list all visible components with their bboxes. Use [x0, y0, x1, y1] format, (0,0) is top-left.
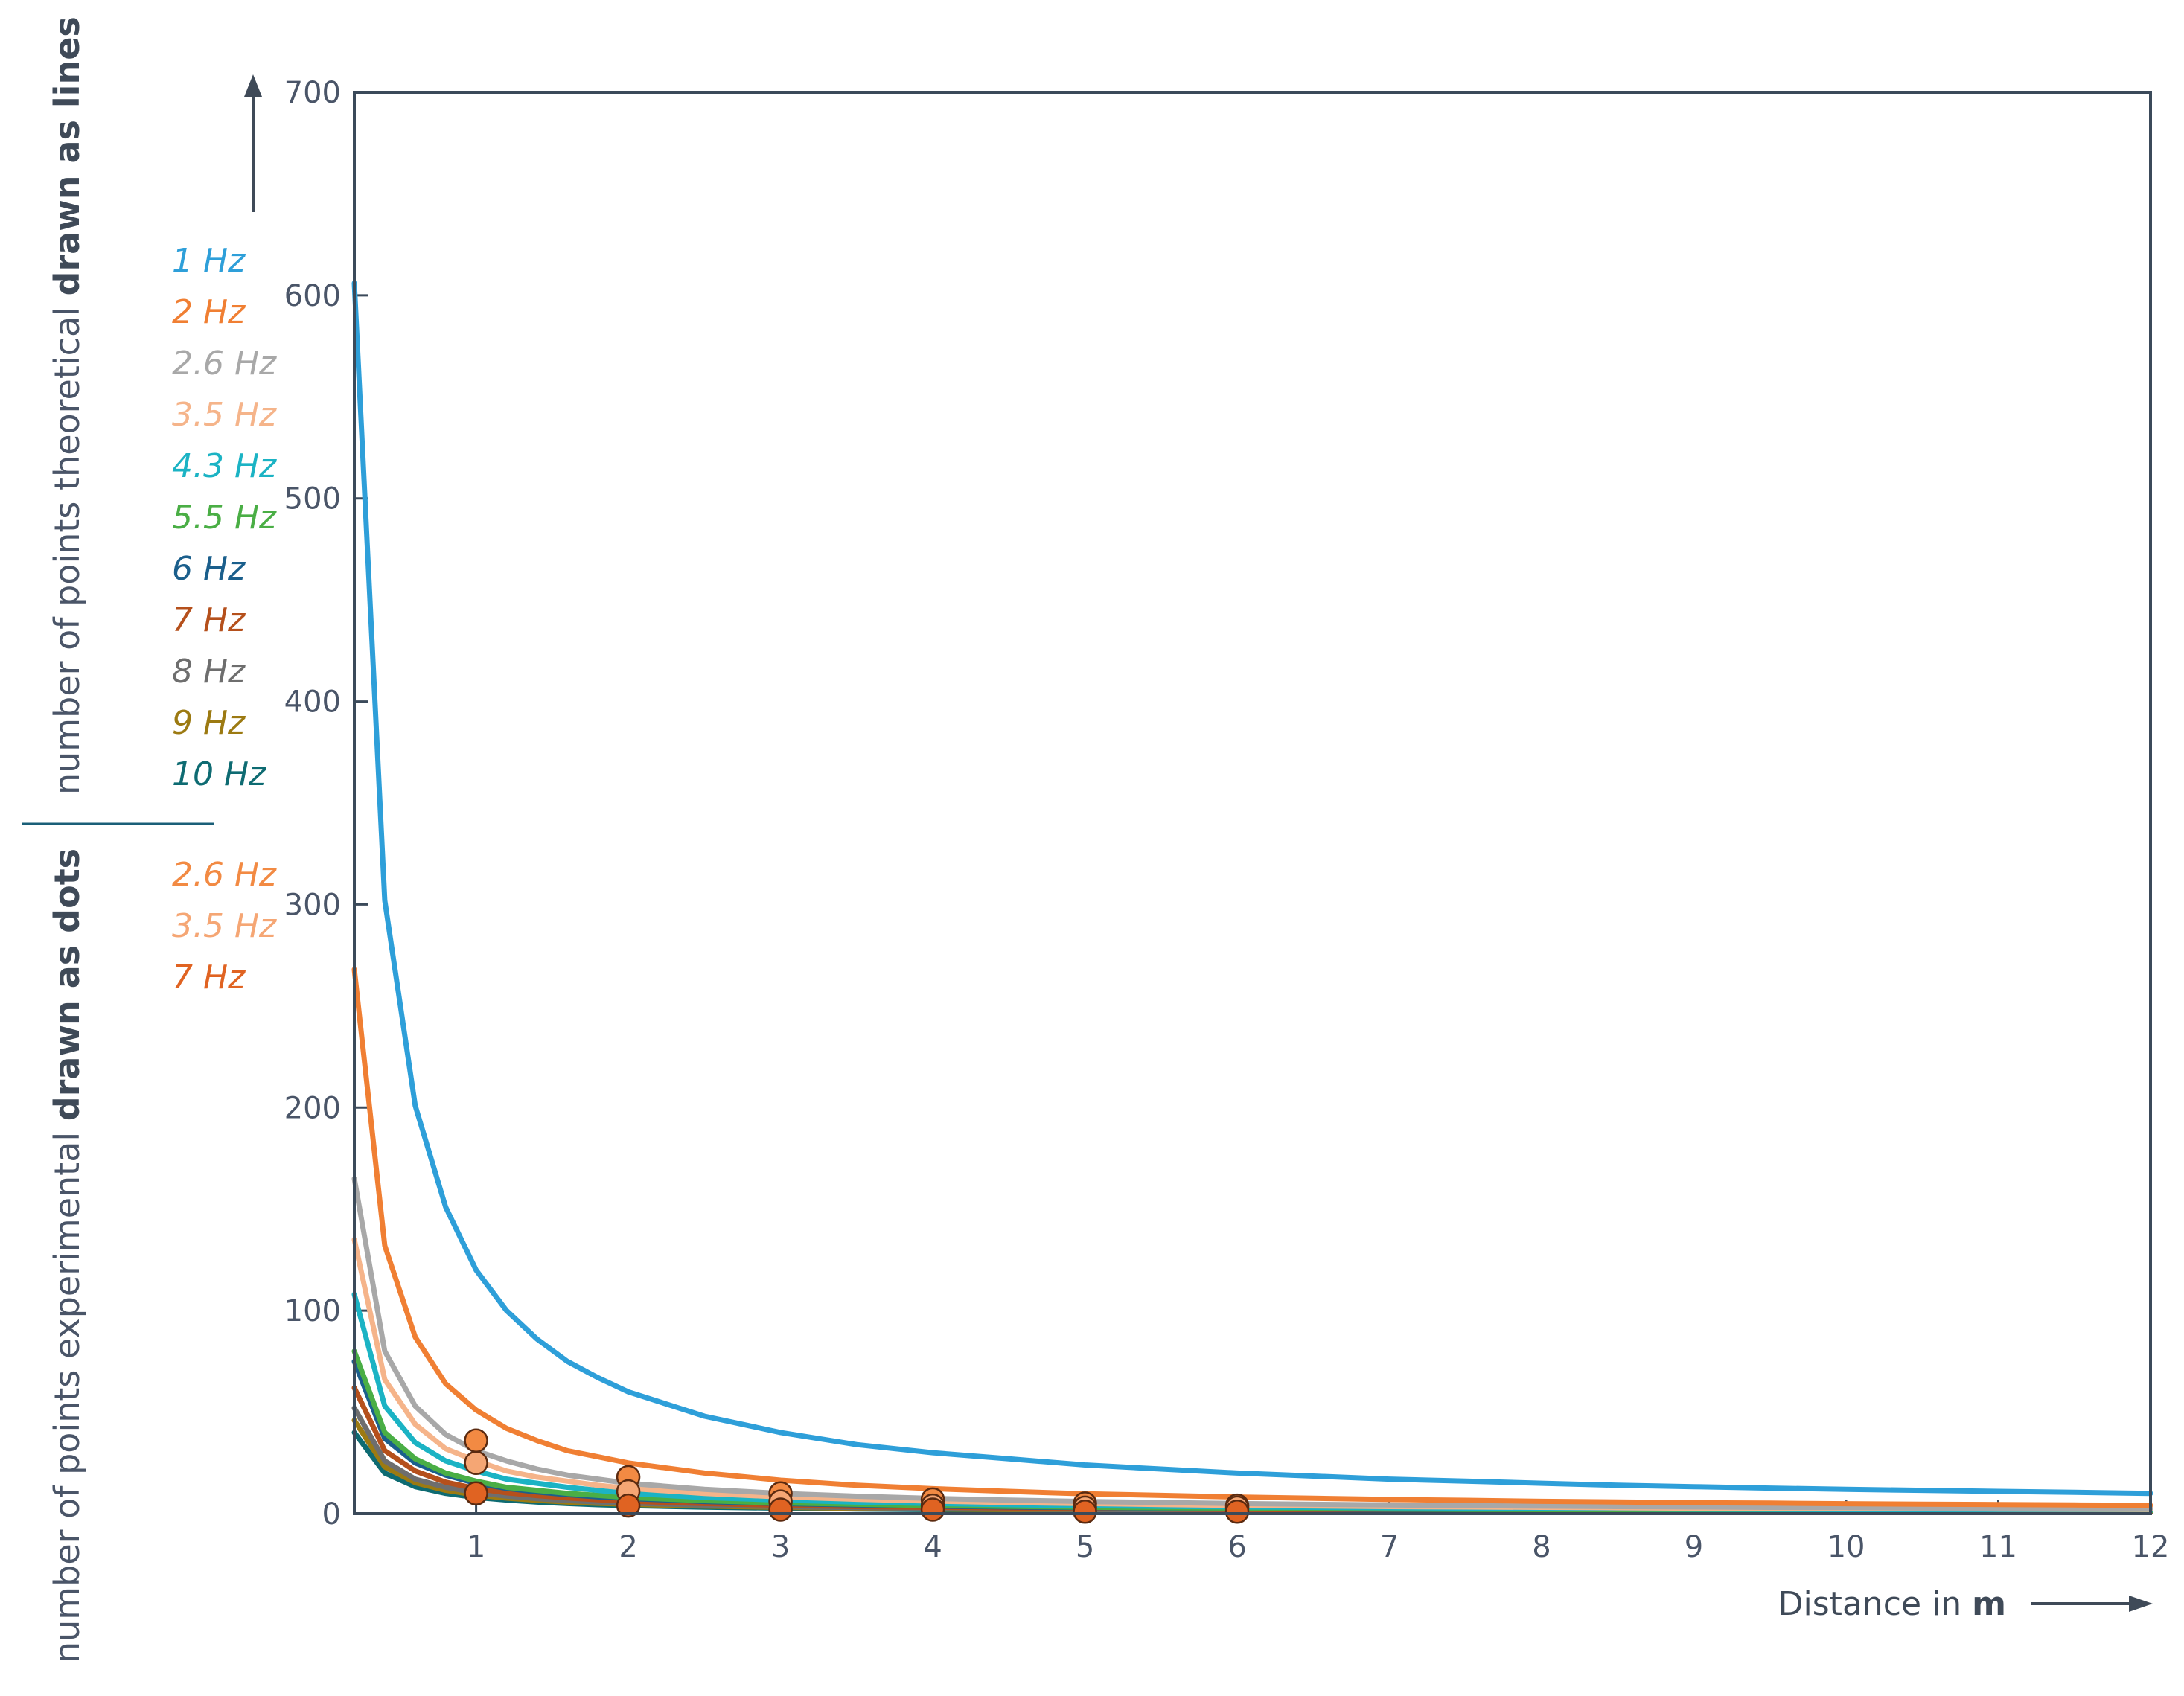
series-line-2-6-hz	[351, 1176, 2153, 1511]
legend-dot-entry: 7 Hz	[172, 959, 246, 996]
plot-frame	[353, 91, 2152, 1515]
x-axis-arrow-head	[2129, 1596, 2153, 1612]
ylabel-lines: number of points theoretical drawn as li…	[47, 16, 87, 795]
dot-7-hz	[920, 1497, 945, 1522]
x-tick-label: 8	[1532, 1530, 1551, 1564]
legend-line-entry: 2 Hz	[172, 293, 246, 331]
x-tick-label: 7	[1380, 1530, 1399, 1564]
y-tick-label: 100	[284, 1294, 341, 1328]
dot-7-hz	[1073, 1500, 1097, 1524]
legend-line-entry: 5.5 Hz	[172, 499, 277, 537]
y-tick-label: 400	[284, 685, 341, 720]
series-line-1-hz	[351, 281, 2153, 1497]
legend-line-entry: 8 Hz	[172, 653, 246, 691]
x-tick-label: 3	[771, 1530, 790, 1564]
dot-7-hz	[1224, 1500, 1250, 1524]
legend-dot-entry: 3.5 Hz	[172, 907, 277, 945]
x-tick-label: 10	[1827, 1530, 1865, 1564]
xlabel: Distance in m	[1778, 1585, 2006, 1623]
legend-line-entry: 4.3 Hz	[172, 447, 277, 485]
dot-2-6-hz	[464, 1428, 488, 1453]
ylabel-dots: number of points experimental drawn as d…	[47, 848, 87, 1663]
x-tick-label: 9	[1685, 1530, 1703, 1564]
y-tick-label: 600	[284, 279, 341, 313]
dot-7-hz	[768, 1497, 793, 1522]
legend-line-entry: 1 Hz	[172, 242, 246, 280]
x-tick-label: 2	[619, 1530, 637, 1564]
legend-line-entry: 10 Hz	[172, 755, 266, 793]
x-tick-label: 6	[1227, 1530, 1246, 1564]
legend-line-entry: 2.6 Hz	[172, 345, 277, 383]
dot-3-5-hz	[464, 1450, 488, 1476]
y-tick-label: 200	[284, 1091, 341, 1125]
legend-line-entry: 9 Hz	[172, 704, 246, 742]
x-tick-label: 11	[1979, 1530, 2017, 1564]
dot-7-hz	[616, 1493, 641, 1518]
x-tick-label: 1	[467, 1530, 485, 1564]
legend-line-entry: 7 Hz	[172, 601, 246, 639]
y-tick-label: 300	[284, 888, 341, 922]
y-tick-label: 700	[284, 76, 341, 110]
x-tick-label: 4	[923, 1530, 942, 1564]
series-line-2-hz	[351, 967, 2153, 1508]
x-tick-label: 12	[2132, 1530, 2170, 1564]
dot-7-hz	[464, 1481, 488, 1505]
y-tick-label: 500	[284, 482, 341, 516]
legend-dot-entry: 2.6 Hz	[172, 856, 277, 894]
legend-line-entry: 3.5 Hz	[172, 396, 277, 434]
x-tick-label: 5	[1076, 1530, 1094, 1564]
y-axis-arrow-head	[244, 74, 262, 97]
legend-line-entry: 6 Hz	[172, 550, 246, 588]
y-tick-label: 0	[322, 1497, 341, 1532]
